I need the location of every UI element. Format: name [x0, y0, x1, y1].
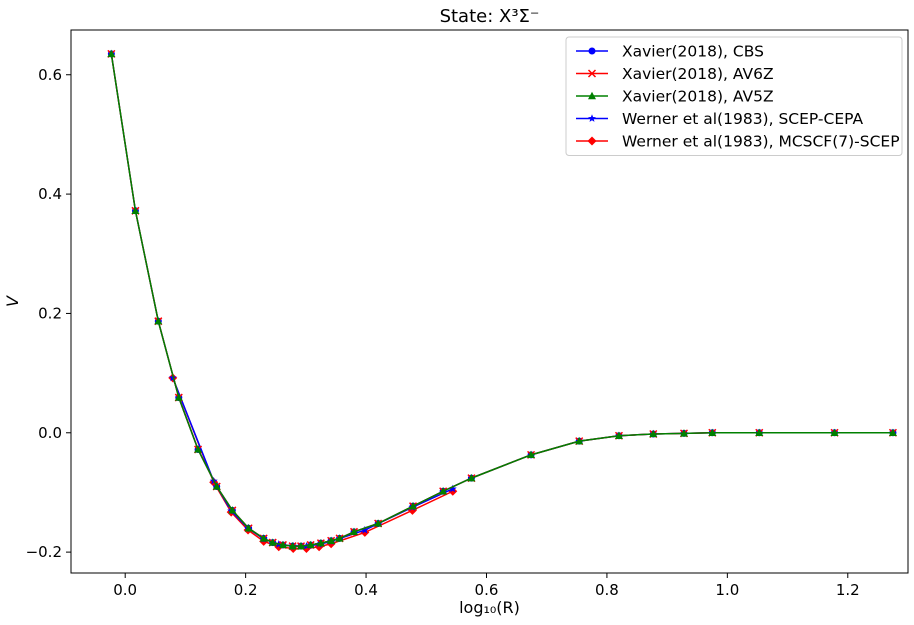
data-point — [212, 482, 221, 490]
legend-label: Xavier(2018), AV6Z — [622, 65, 774, 83]
data-point — [575, 436, 584, 445]
data-point — [467, 473, 476, 482]
data-point — [888, 428, 897, 436]
legend-label: Werner et al(1983), MCSCF(7)-SCEP — [622, 133, 900, 151]
data-point — [409, 501, 418, 510]
legend-swatch-marker — [587, 136, 597, 146]
legend-entry: Werner et al(1983), MCSCF(7)-SCEP — [576, 133, 900, 151]
data-point — [614, 431, 623, 439]
x-tick-label: 1.0 — [715, 581, 739, 599]
legend-entry: Xavier(2018), CBS — [576, 43, 764, 61]
series-2 — [107, 49, 897, 550]
data-point — [374, 519, 383, 527]
data-point — [131, 206, 140, 215]
data-point — [288, 541, 297, 550]
chart-title: State: X³Σ⁻ — [440, 6, 540, 27]
data-point — [679, 429, 688, 437]
y-tick-label: −0.2 — [26, 543, 62, 561]
data-point — [268, 538, 277, 546]
legend-swatch-marker — [588, 114, 596, 122]
data-point — [174, 393, 183, 401]
x-tick-label: 1.2 — [836, 581, 860, 599]
legend-entry: Xavier(2018), AV6Z — [576, 65, 774, 83]
x-tick-label: 0.0 — [113, 581, 137, 599]
data-point — [316, 538, 325, 547]
plot-frame — [70, 29, 909, 574]
data-point — [527, 450, 536, 459]
y-axis: −0.2 0.0 0.2 0.4 0.6 — [26, 66, 71, 561]
data-point — [448, 484, 457, 493]
x-tick-label: 0.8 — [595, 581, 619, 599]
data-point — [327, 536, 336, 544]
series-layer — [107, 49, 897, 554]
legend-label: Xavier(2018), AV5Z — [622, 88, 774, 106]
legend-label: Werner et al(1983), SCEP-CEPA — [622, 110, 863, 128]
y-tick-label: 0.2 — [38, 304, 62, 322]
data-point — [228, 506, 237, 514]
data-point — [708, 428, 717, 436]
legend-swatch-marker — [588, 91, 596, 100]
x-tick-label: 0.2 — [234, 581, 258, 599]
y-tick-label: 0.0 — [38, 424, 62, 442]
legend-entry: Werner et al(1983), SCEP-CEPA — [576, 110, 863, 128]
legend-swatch-marker — [587, 69, 597, 78]
legend-swatch-marker — [588, 47, 596, 55]
data-point — [360, 525, 369, 534]
y-tick-label: 0.6 — [38, 66, 62, 84]
data-point — [649, 429, 658, 438]
x-tick-label: 0.6 — [475, 581, 499, 599]
data-point — [350, 527, 359, 536]
legend-label: Xavier(2018), CBS — [622, 43, 764, 61]
data-point — [107, 49, 116, 58]
legend-box — [565, 36, 903, 156]
data-point — [154, 316, 163, 325]
data-point — [259, 534, 268, 542]
data-point — [297, 541, 306, 550]
data-point — [244, 524, 253, 532]
legend-entry: Xavier(2018), AV5Z — [576, 88, 774, 106]
data-point — [194, 445, 203, 453]
data-point — [306, 540, 315, 549]
data-point — [278, 540, 287, 549]
x-tick-label: 0.4 — [354, 581, 378, 599]
data-point — [439, 487, 448, 495]
x-axis: 0.0 0.2 0.4 0.6 0.8 1.0 1.2 — [113, 573, 860, 599]
data-point — [335, 534, 344, 542]
legend: Xavier(2018), CBS Xavier(2018), AV6Z Xavie… — [565, 36, 903, 156]
data-point — [448, 486, 458, 496]
y-axis-label: V — [3, 295, 22, 307]
data-point — [755, 428, 764, 436]
x-axis-label: log₁₀(R) — [459, 598, 520, 617]
y-tick-label: 0.4 — [38, 185, 62, 203]
data-point — [830, 428, 839, 436]
